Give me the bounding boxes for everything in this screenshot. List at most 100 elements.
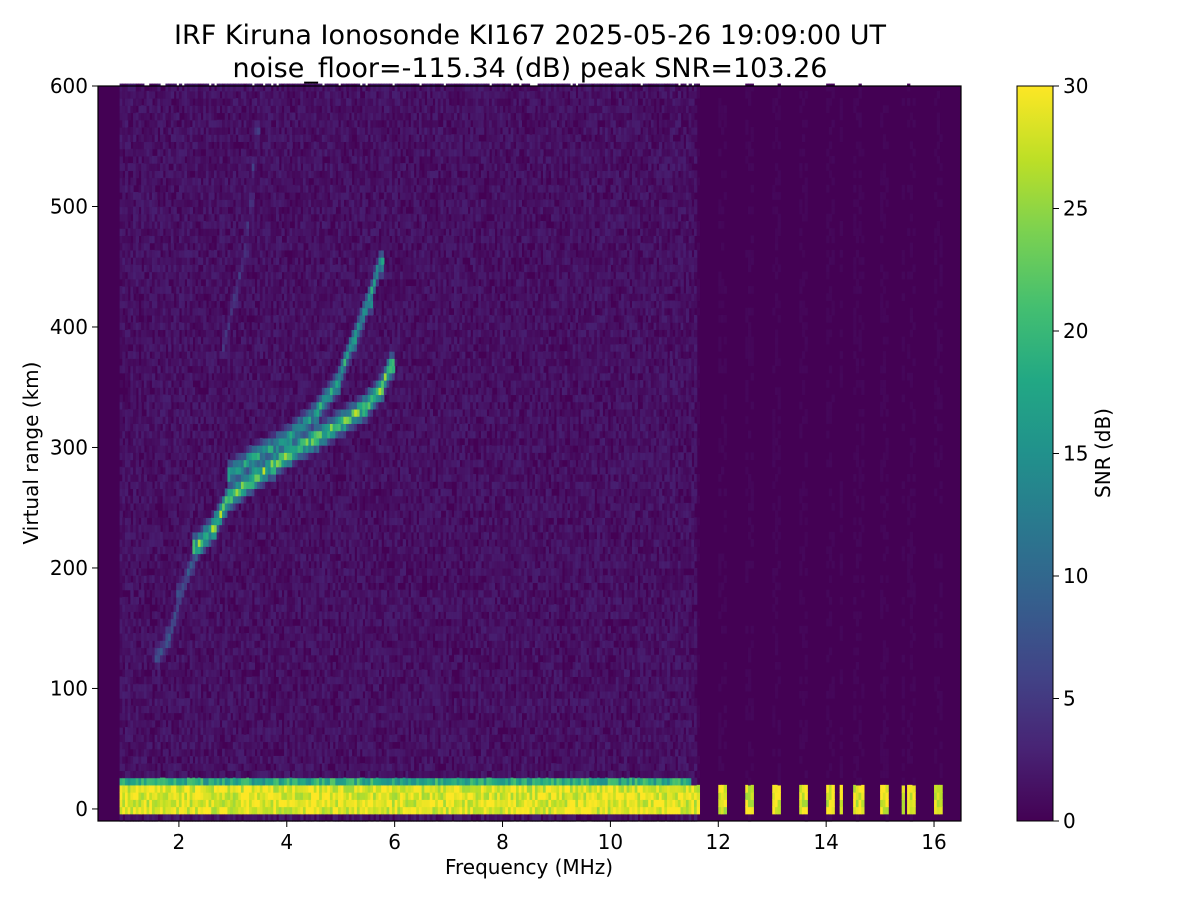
heatmap-cell bbox=[235, 813, 239, 822]
heatmap-cell bbox=[227, 134, 231, 143]
heatmap-cell bbox=[189, 676, 193, 685]
heatmap-cell bbox=[235, 683, 239, 692]
heatmap-cell bbox=[262, 249, 266, 258]
heatmap-cell bbox=[227, 567, 231, 576]
heatmap-cell bbox=[238, 358, 242, 367]
heatmap-cell bbox=[222, 83, 226, 92]
heatmap-cell bbox=[146, 806, 150, 815]
heatmap-cell bbox=[213, 799, 218, 808]
heatmap-cell bbox=[143, 661, 148, 670]
heatmap-cell bbox=[211, 553, 215, 562]
heatmap-cell bbox=[192, 300, 196, 309]
heatmap-cell bbox=[165, 567, 169, 576]
heatmap-cell bbox=[178, 105, 183, 114]
heatmap-cell bbox=[124, 575, 129, 584]
heatmap-cell bbox=[211, 351, 215, 359]
heatmap-cell bbox=[154, 401, 158, 410]
heatmap-cell bbox=[165, 763, 169, 771]
heatmap-cell bbox=[251, 242, 256, 251]
heatmap-cell bbox=[130, 792, 134, 800]
heatmap-cell bbox=[240, 647, 245, 656]
heatmap-cell bbox=[119, 560, 123, 569]
heatmap-cell bbox=[205, 206, 210, 215]
heatmap-cell bbox=[165, 163, 169, 171]
heatmap-cell bbox=[246, 445, 250, 453]
heatmap-cell bbox=[213, 220, 218, 229]
heatmap-cell bbox=[238, 220, 242, 229]
heatmap-cell bbox=[203, 806, 207, 815]
heatmap-cell bbox=[122, 698, 126, 706]
heatmap-cell bbox=[187, 683, 191, 692]
heatmap-cell bbox=[240, 170, 245, 179]
heatmap-cell bbox=[195, 416, 199, 424]
heatmap-cell bbox=[170, 300, 175, 309]
heatmap-cell bbox=[211, 770, 215, 779]
heatmap-cell bbox=[224, 336, 229, 345]
heatmap-cell bbox=[130, 286, 134, 294]
heatmap-cell bbox=[141, 372, 145, 381]
heatmap-cell bbox=[254, 220, 258, 229]
heatmap-cell bbox=[230, 314, 234, 323]
heatmap-cell bbox=[254, 329, 258, 338]
heatmap-cell bbox=[133, 336, 137, 345]
heatmap-cell bbox=[219, 763, 223, 771]
heatmap-cell bbox=[270, 322, 274, 330]
heatmap-cell bbox=[251, 531, 256, 540]
heatmap-cell bbox=[127, 394, 131, 403]
heatmap-cell bbox=[133, 90, 137, 99]
heatmap-cell bbox=[197, 524, 202, 533]
heatmap-cell bbox=[151, 719, 156, 728]
heatmap-cell bbox=[243, 329, 247, 338]
heatmap-cell bbox=[213, 401, 218, 410]
heatmap-cell bbox=[162, 488, 167, 497]
heatmap-cell bbox=[259, 582, 264, 591]
heatmap-cell bbox=[173, 625, 177, 634]
heatmap-cell bbox=[162, 416, 167, 424]
heatmap-cell bbox=[224, 596, 229, 605]
heatmap-cell bbox=[251, 177, 256, 186]
heatmap-cell bbox=[181, 141, 185, 150]
heatmap-cell bbox=[200, 473, 204, 482]
heatmap-cell bbox=[181, 582, 185, 591]
heatmap-cell bbox=[157, 372, 161, 381]
heatmap-cell bbox=[138, 126, 142, 135]
heatmap-cell bbox=[211, 763, 215, 771]
heatmap-cell bbox=[178, 698, 183, 706]
heatmap-cell bbox=[224, 257, 229, 265]
heatmap-cell bbox=[189, 126, 193, 135]
heatmap-cell bbox=[219, 488, 223, 497]
heatmap-cell bbox=[168, 698, 172, 706]
heatmap-cell bbox=[165, 242, 169, 251]
heatmap-cell bbox=[224, 300, 229, 309]
heatmap-cell bbox=[249, 734, 253, 743]
heatmap-cell bbox=[224, 242, 229, 251]
heatmap-cell bbox=[235, 618, 239, 627]
heatmap-cell bbox=[265, 582, 269, 591]
heatmap-cell bbox=[189, 206, 193, 215]
heatmap-cell bbox=[135, 575, 140, 584]
heatmap-cell bbox=[249, 466, 253, 475]
heatmap-cell bbox=[178, 430, 183, 439]
heatmap-cell bbox=[138, 661, 142, 670]
heatmap-cell bbox=[127, 806, 131, 815]
heatmap-cell bbox=[189, 741, 193, 750]
heatmap-cell bbox=[208, 170, 212, 179]
heatmap-cell bbox=[192, 430, 196, 439]
heatmap-cell bbox=[141, 546, 145, 555]
heatmap-cell bbox=[195, 734, 199, 743]
heatmap-cell bbox=[219, 148, 223, 157]
heatmap-cell bbox=[192, 365, 196, 374]
heatmap-cell bbox=[178, 582, 183, 591]
heatmap-cell bbox=[165, 727, 169, 735]
heatmap-cell bbox=[197, 242, 202, 251]
heatmap-cell bbox=[143, 582, 148, 591]
heatmap-cell bbox=[254, 351, 258, 359]
heatmap-cell bbox=[124, 647, 129, 656]
heatmap-cell bbox=[189, 112, 193, 121]
heatmap-cell bbox=[181, 351, 185, 359]
heatmap-cell bbox=[165, 488, 169, 497]
heatmap-cell bbox=[127, 502, 131, 511]
heatmap-cell bbox=[235, 647, 239, 656]
heatmap-cell bbox=[138, 763, 142, 771]
heatmap-cell bbox=[168, 343, 172, 352]
